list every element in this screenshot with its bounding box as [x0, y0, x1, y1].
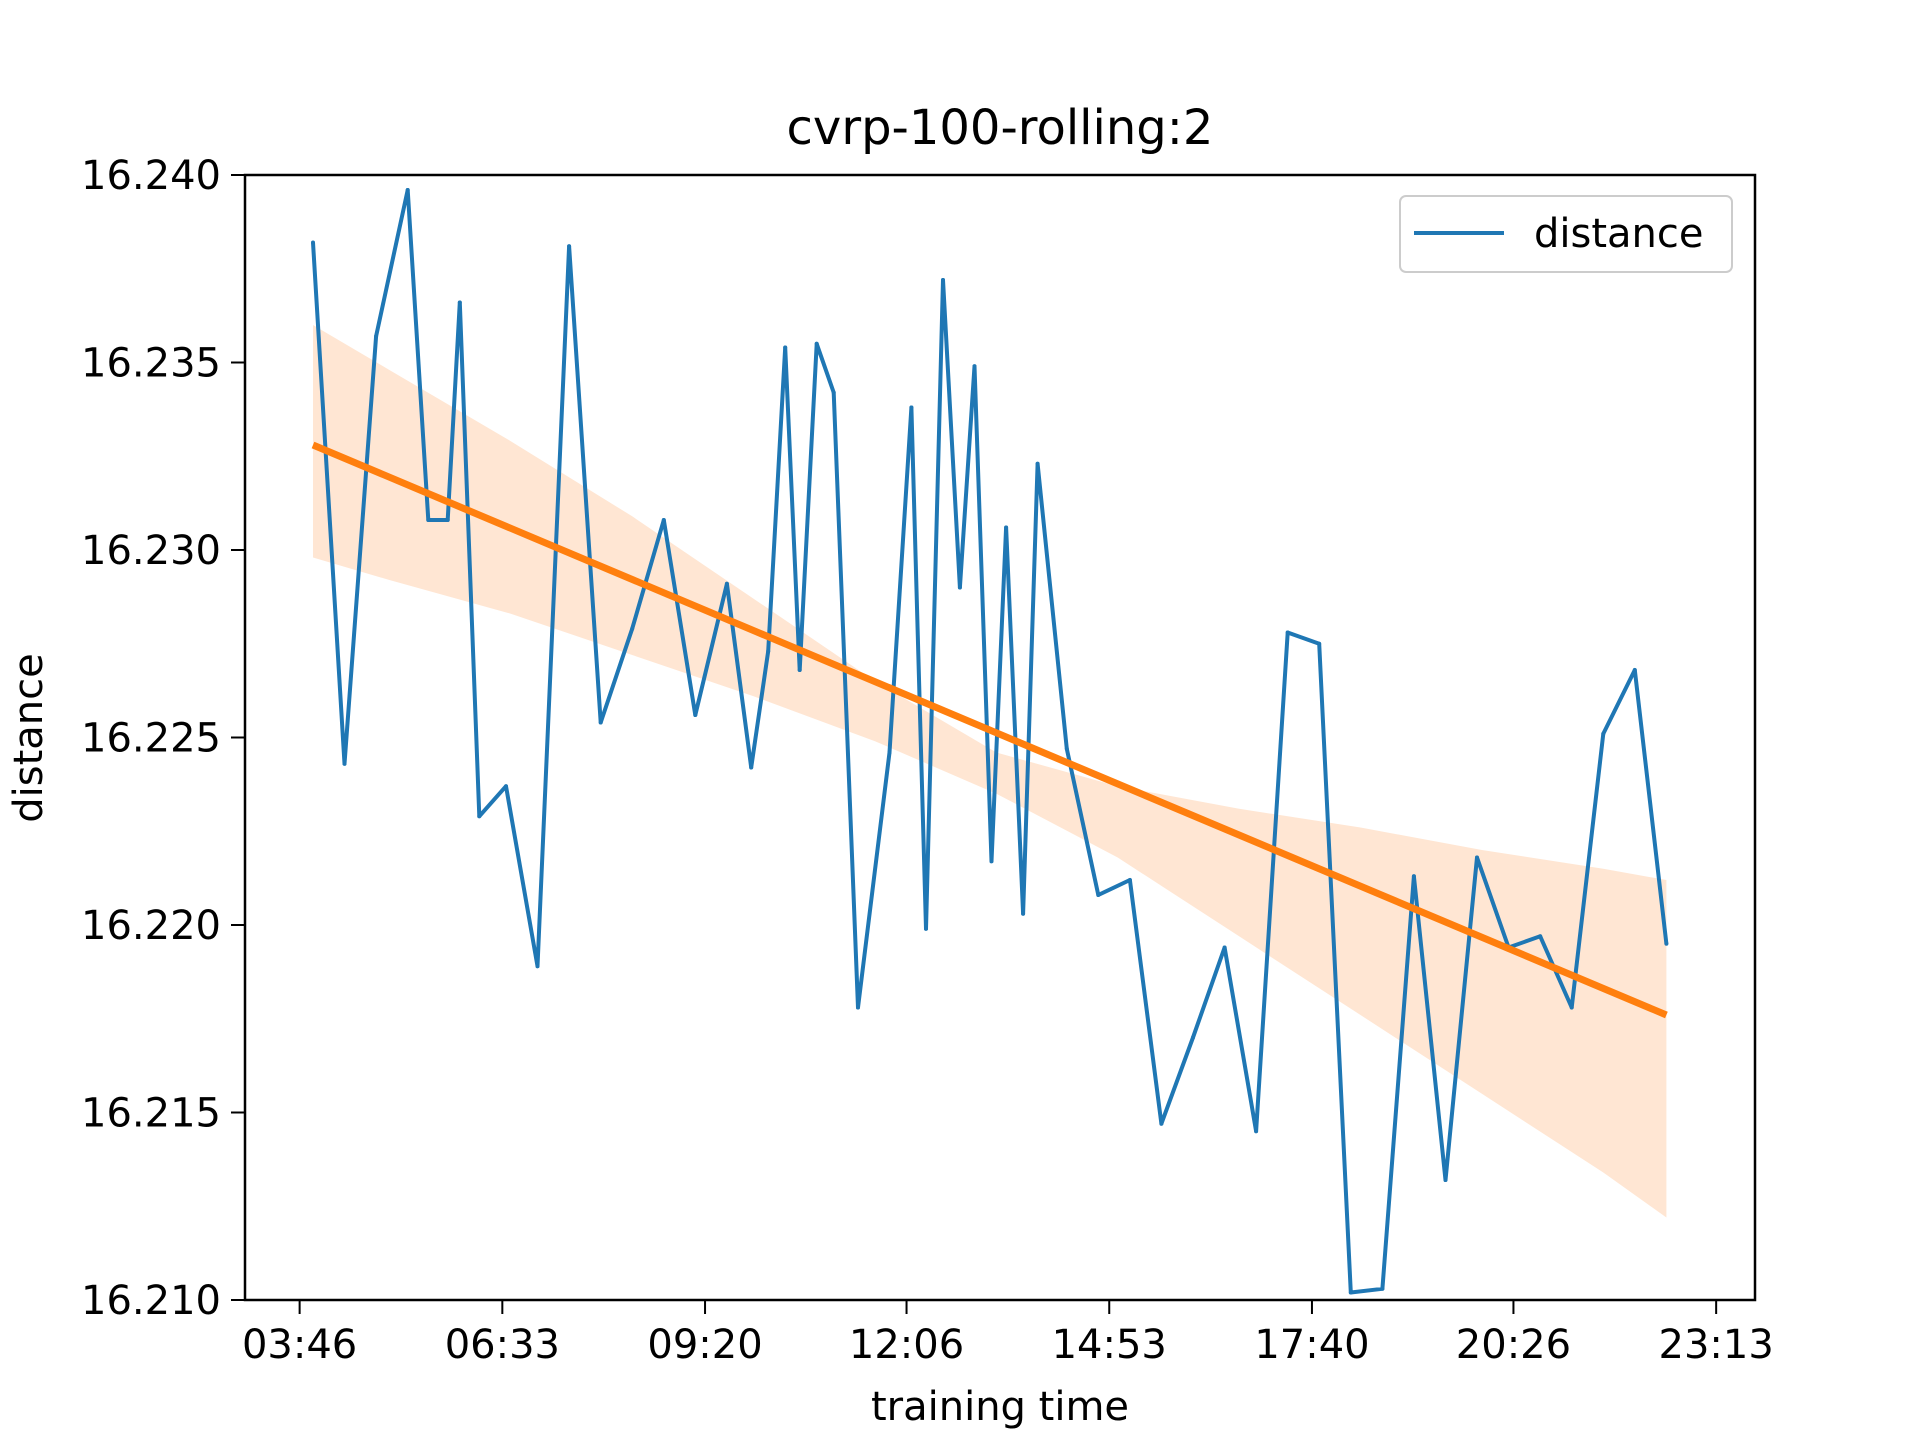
data-point [1380, 1286, 1385, 1291]
data-point [924, 926, 928, 931]
data-point [1127, 878, 1132, 882]
data-point [1191, 1035, 1195, 1040]
data-point [856, 1005, 860, 1010]
x-tick-label: 12:06 [849, 1322, 964, 1368]
data-point [1021, 911, 1026, 916]
legend: distance [1399, 195, 1733, 273]
data-point [1569, 1005, 1574, 1010]
y-tick-label: 16.225 [81, 716, 221, 762]
data-point [426, 518, 431, 522]
data-point [1004, 525, 1009, 530]
data-point [957, 585, 962, 590]
data-point [797, 668, 802, 672]
x-axis-label: training time [871, 1384, 1129, 1430]
data-point [1254, 1129, 1259, 1134]
data-point [693, 713, 698, 717]
data-point [1064, 746, 1069, 751]
data-point [1443, 1178, 1448, 1182]
data-point [1538, 934, 1543, 939]
x-axis: 03:46 06:33 09:20 12:06 14:53 17:40 20:26 23:13 [242, 1300, 1774, 1368]
x-tick-label: 09:20 [647, 1322, 762, 1368]
y-tick-label: 16.220 [81, 903, 221, 949]
data-point [909, 405, 914, 410]
data-point [504, 784, 508, 789]
y-axis: 16.210 16.215 16.220 16.225 16.230 16.235 16.2… [81, 153, 245, 1324]
y-tick-label: 16.230 [81, 528, 221, 574]
data-point [989, 859, 994, 864]
legend-box [1399, 195, 1733, 273]
y-tick-label: 16.210 [81, 1278, 221, 1324]
x-tick-label: 14:53 [1052, 1322, 1167, 1368]
data-point [661, 518, 666, 522]
data-point [724, 581, 729, 586]
x-tick-label: 20:26 [1456, 1322, 1571, 1368]
data-point [1475, 855, 1479, 860]
data-point [405, 188, 410, 192]
data-point [1035, 461, 1040, 466]
data-point [630, 626, 635, 631]
x-tick-label: 03:46 [242, 1322, 357, 1368]
data-point [1159, 1121, 1164, 1126]
data-point [342, 761, 347, 766]
x-tick-label: 17:40 [1254, 1322, 1369, 1368]
data-point [374, 334, 379, 339]
data-point [535, 964, 540, 969]
data-point [311, 240, 315, 245]
data-point [1317, 641, 1322, 646]
data-point [783, 345, 788, 350]
y-tick-label: 16.240 [81, 153, 221, 199]
data-point [887, 750, 892, 755]
data-point [1222, 945, 1227, 950]
data-point [1411, 874, 1416, 879]
plot-area [311, 188, 1669, 1295]
data-point [457, 300, 462, 305]
data-point [477, 814, 482, 819]
data-point [445, 518, 450, 522]
data-point [1601, 731, 1606, 736]
trend-line [311, 441, 1668, 1019]
chart-title: cvrp-100-rolling:2 [787, 100, 1214, 156]
data-point [972, 364, 977, 369]
data-point [749, 765, 754, 770]
data-point [1632, 668, 1637, 672]
legend-entry-distance: distance [1534, 211, 1704, 257]
data-point [831, 390, 836, 395]
data-point [1664, 941, 1669, 946]
data-point [1285, 630, 1290, 635]
data-point [1348, 1290, 1353, 1295]
y-tick-label: 16.215 [81, 1091, 221, 1137]
y-tick-label: 16.235 [81, 341, 221, 387]
data-point [1096, 893, 1101, 897]
y-axis-label: distance [6, 653, 52, 823]
x-tick-label: 23:13 [1659, 1322, 1774, 1368]
data-point [814, 341, 819, 346]
data-point [598, 720, 603, 725]
x-tick-label: 06:33 [445, 1322, 560, 1368]
data-point [567, 244, 572, 249]
data-point [766, 649, 771, 654]
data-point [941, 278, 945, 282]
